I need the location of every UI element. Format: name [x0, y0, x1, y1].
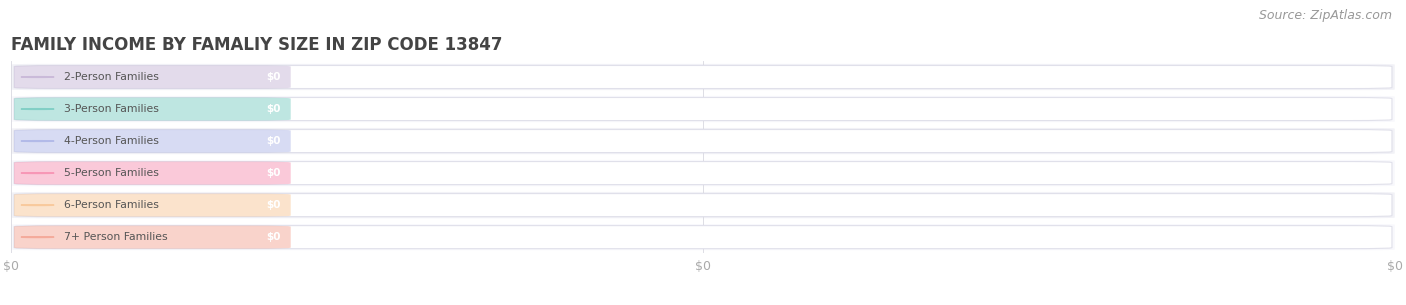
Text: Source: ZipAtlas.com: Source: ZipAtlas.com — [1258, 9, 1392, 22]
FancyBboxPatch shape — [14, 130, 291, 152]
FancyBboxPatch shape — [11, 224, 1395, 250]
FancyBboxPatch shape — [14, 162, 1392, 185]
FancyBboxPatch shape — [14, 130, 1392, 152]
Text: $0: $0 — [267, 200, 281, 210]
Text: 3-Person Families: 3-Person Families — [63, 104, 159, 114]
FancyBboxPatch shape — [14, 98, 1392, 120]
FancyBboxPatch shape — [11, 192, 1395, 218]
FancyBboxPatch shape — [14, 66, 291, 88]
FancyBboxPatch shape — [11, 96, 1395, 122]
Text: $0: $0 — [267, 104, 281, 114]
Text: 5-Person Families: 5-Person Families — [63, 168, 159, 178]
Circle shape — [21, 173, 55, 174]
Text: FAMILY INCOME BY FAMALIY SIZE IN ZIP CODE 13847: FAMILY INCOME BY FAMALIY SIZE IN ZIP COD… — [11, 36, 503, 54]
FancyBboxPatch shape — [14, 194, 291, 217]
Text: 2-Person Families: 2-Person Families — [63, 72, 159, 82]
Circle shape — [21, 205, 55, 206]
Text: $0: $0 — [267, 232, 281, 242]
FancyBboxPatch shape — [14, 226, 291, 249]
Text: 7+ Person Families: 7+ Person Families — [63, 232, 167, 242]
FancyBboxPatch shape — [14, 194, 1392, 217]
Text: $0: $0 — [267, 72, 281, 82]
FancyBboxPatch shape — [14, 66, 1392, 88]
Circle shape — [21, 237, 55, 238]
Text: 6-Person Families: 6-Person Families — [63, 200, 159, 210]
Text: $0: $0 — [267, 136, 281, 146]
FancyBboxPatch shape — [14, 162, 291, 185]
FancyBboxPatch shape — [14, 226, 1392, 249]
Circle shape — [21, 141, 55, 142]
FancyBboxPatch shape — [11, 128, 1395, 154]
FancyBboxPatch shape — [11, 160, 1395, 186]
Text: $0: $0 — [267, 168, 281, 178]
FancyBboxPatch shape — [11, 64, 1395, 90]
FancyBboxPatch shape — [14, 98, 291, 120]
Text: 4-Person Families: 4-Person Families — [63, 136, 159, 146]
